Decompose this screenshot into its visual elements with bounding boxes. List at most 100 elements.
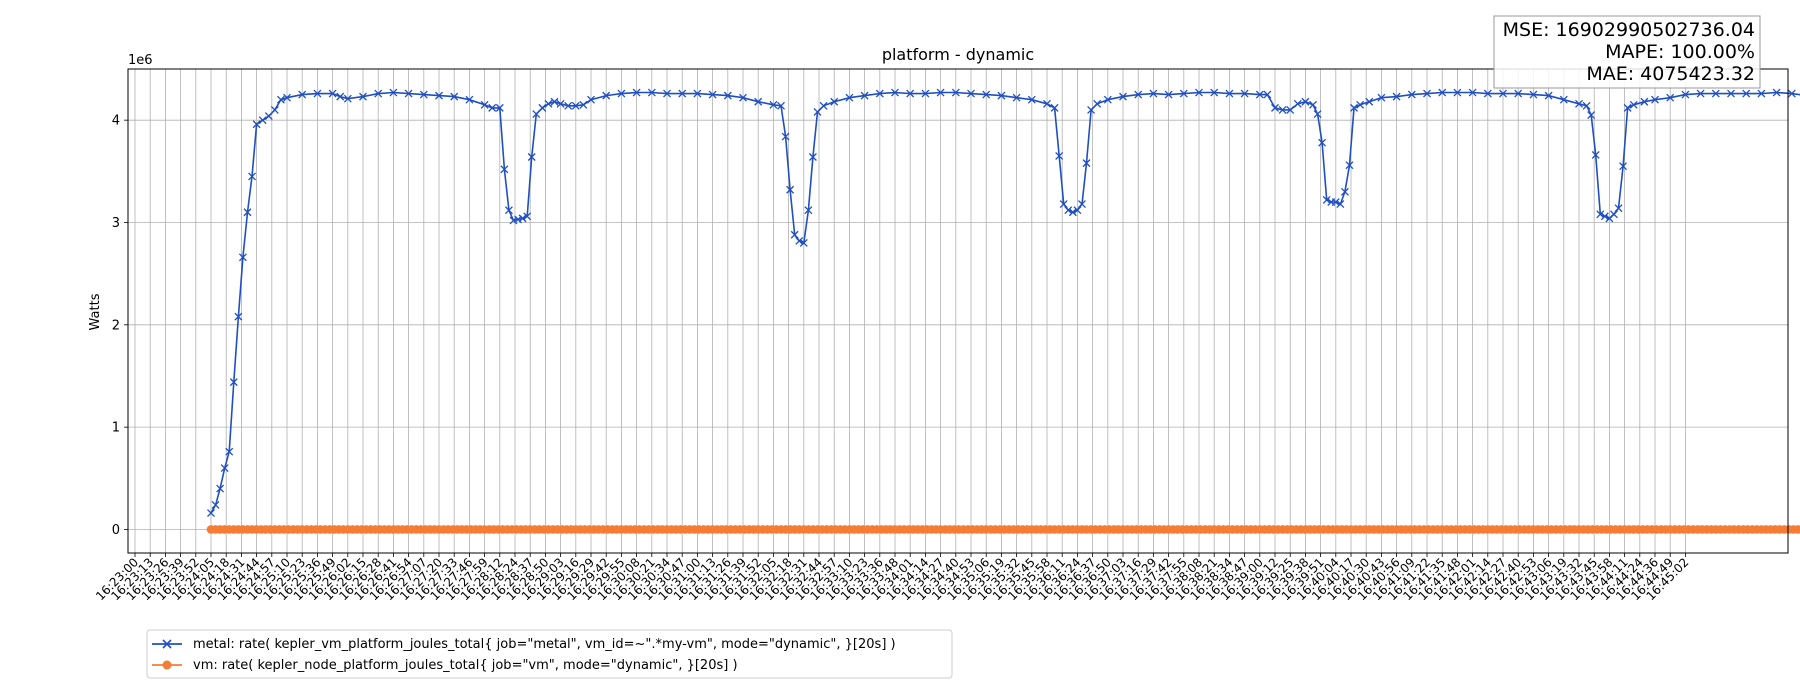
data-point: [1623, 103, 1632, 112]
data-point: [602, 91, 611, 100]
data-point: [1407, 90, 1416, 99]
chart-title: platform - dynamic: [882, 45, 1034, 64]
data-point: [1793, 525, 1800, 534]
y-tick-label: 2: [112, 318, 120, 333]
data-point: [1575, 99, 1583, 108]
data-point: [936, 88, 945, 97]
data-point: [1301, 97, 1310, 106]
data-point: [1591, 150, 1600, 159]
data-point: [488, 103, 497, 112]
data-point: [1483, 89, 1492, 98]
data-point: [270, 105, 279, 114]
data-point: [860, 91, 869, 100]
data-point: [579, 100, 588, 109]
data-point: [1164, 90, 1173, 99]
data-point: [1043, 99, 1051, 108]
data-point: [238, 253, 247, 262]
data-point: [951, 88, 960, 97]
data-point: [1082, 159, 1091, 168]
data-point: [465, 95, 474, 104]
data-point: [1225, 89, 1234, 98]
data-point: [1544, 91, 1553, 100]
data-point: [1210, 88, 1219, 97]
data-point: [518, 214, 527, 223]
data-point: [739, 93, 747, 102]
data-point: [229, 378, 238, 387]
data-point: [495, 103, 504, 112]
data-point: [1336, 200, 1345, 209]
data-point: [1614, 204, 1623, 213]
data-point: [1087, 105, 1096, 114]
x-axis: 16:23:0016:23:1316:23:2616:23:3916:23:52…: [93, 553, 1692, 603]
data-point: [1377, 93, 1386, 102]
data-point: [216, 484, 225, 493]
data-point: [1059, 200, 1068, 209]
data-point: [1787, 89, 1796, 98]
data-point: [1514, 89, 1523, 98]
data-point: [1073, 206, 1082, 215]
data-point: [220, 464, 229, 473]
data-point: [1666, 93, 1675, 102]
data-point: [795, 236, 804, 245]
data-point: [248, 172, 256, 181]
data-point: [1356, 100, 1365, 109]
data-point: [1772, 88, 1781, 97]
data-point: [967, 89, 975, 98]
data-point: [1681, 90, 1690, 99]
data-point: [1195, 88, 1203, 97]
data-point: [550, 97, 559, 106]
data-point: [1529, 90, 1538, 99]
data-point: [1727, 89, 1735, 98]
data-point: [313, 89, 322, 98]
data-point: [804, 206, 813, 215]
data-point: [1309, 100, 1317, 109]
data-point: [571, 101, 580, 110]
legend-label-metal: metal: rate( kepler_vm_platform_joules_t…: [193, 637, 896, 652]
data-point: [1629, 100, 1638, 109]
data-point: [500, 165, 509, 174]
y-axis: 0 1 2 3 4: [112, 114, 128, 538]
data-point: [1468, 88, 1477, 97]
data-point: [906, 89, 915, 98]
data-point: [1365, 97, 1374, 106]
y-scale-label: 1e6: [128, 53, 153, 68]
data-point: [1640, 97, 1649, 106]
data-point: [523, 212, 532, 221]
data-point: [754, 97, 763, 106]
data-point: [1559, 95, 1568, 104]
data-point: [1600, 212, 1609, 221]
data-point: [1012, 93, 1021, 102]
stats-mape: MAPE: 100.00%: [1605, 41, 1755, 63]
data-point: [1027, 95, 1036, 104]
y-tick-label: 3: [112, 216, 120, 231]
data-point: [1179, 89, 1188, 98]
data-point: [617, 89, 626, 98]
legend-label-vm: vm: rate( kepler_node_platform_joules_to…: [193, 658, 738, 673]
data-point: [891, 88, 899, 97]
data-point: [234, 312, 243, 321]
data-point: [1438, 88, 1447, 97]
data-point: [921, 89, 930, 98]
data-point: [1064, 206, 1073, 215]
data-point: [790, 230, 799, 239]
data-point: [1331, 198, 1340, 206]
data-point: [336, 92, 345, 101]
data-point: [450, 92, 459, 101]
data-point: [875, 89, 884, 98]
data-point: [1499, 89, 1507, 98]
data-point: [587, 95, 595, 104]
data-point: [813, 108, 822, 116]
data-point: [1350, 103, 1358, 112]
series-vm: [206, 525, 1800, 534]
plot-area: [128, 69, 1788, 553]
data-point: [808, 153, 817, 161]
data-point: [1318, 138, 1327, 147]
data-point: [211, 500, 220, 509]
data-point: [1423, 89, 1431, 98]
data-point: [1286, 105, 1295, 114]
data-point: [1345, 161, 1354, 170]
data-point: [997, 91, 1006, 100]
data-point: [1453, 88, 1462, 97]
data-point: [1134, 90, 1143, 99]
